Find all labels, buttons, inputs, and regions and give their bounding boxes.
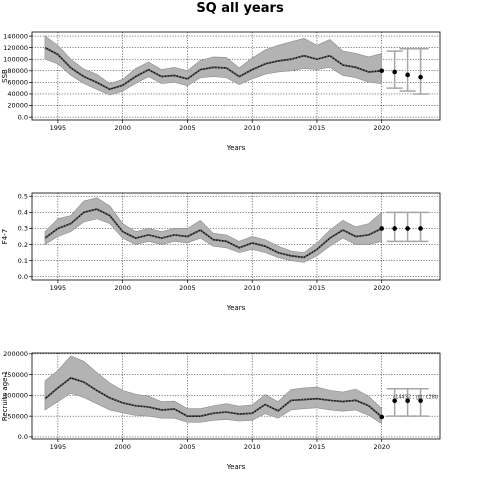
x-tick-label: 1995 xyxy=(50,124,67,132)
x-tick-label: 2000 xyxy=(114,284,131,292)
last-estimate-point xyxy=(379,414,385,420)
y-tick-label: 0.0 xyxy=(18,433,28,441)
x-axis-label: Years xyxy=(226,144,246,152)
forecast-point xyxy=(405,398,410,404)
y-tick-label: 140000 xyxy=(3,32,28,40)
forecast-point xyxy=(418,398,423,404)
forecast-point xyxy=(392,69,397,75)
forecast-point xyxy=(392,398,397,404)
panels: 1995 2000 2005 2010 2015 2020 0.0 20000 40000 600… xyxy=(1,31,441,471)
forecast-point xyxy=(405,226,410,231)
x-tick-label: 2015 xyxy=(309,443,326,451)
x-axis-label: Years xyxy=(226,304,246,312)
y-tick-label: 20000 xyxy=(7,102,28,110)
last-estimate-point xyxy=(379,226,385,231)
x-tick-label: 2020 xyxy=(373,124,390,132)
x-tick-label: 2020 xyxy=(373,284,390,292)
estimate-line xyxy=(44,46,382,91)
panel-2: 1995 2000 2005 2010 2015 2020 0.0 0.1 0.2 0.3 0.4 0… xyxy=(1,192,441,312)
confidence-band xyxy=(44,35,383,96)
figure-title: SQ all years xyxy=(196,1,284,16)
y-tick-label: 60000 xyxy=(7,79,28,87)
forecast-point xyxy=(405,72,410,78)
y-tick-label: 0.2 xyxy=(18,241,28,249)
forecast-point xyxy=(418,226,423,231)
x-tick-label: 2005 xyxy=(179,443,196,451)
y-axis-label: Recruits age 1 xyxy=(1,371,9,421)
y-tick-label: 0.5 xyxy=(18,192,28,200)
estimate-dotted xyxy=(44,377,383,418)
y-tick-label: 0.0 xyxy=(18,273,28,281)
y-tick-label: 0.4 xyxy=(18,209,28,217)
confidence-band xyxy=(44,197,383,263)
x-tick-label: 2000 xyxy=(114,124,131,132)
y-tick-label: 50000 xyxy=(7,412,28,420)
annotation-text: … r14432 ; glt: c28b xyxy=(387,394,439,400)
x-tick-label: 2010 xyxy=(244,284,261,292)
forecast-point xyxy=(418,74,423,80)
forecast-point xyxy=(392,226,397,231)
x-axis-label: Years xyxy=(226,463,246,471)
x-tick-label: 1995 xyxy=(50,284,67,292)
panel-3: 1995 2000 2005 2010 2015 2020 0.0 50000 100000 15… xyxy=(1,350,441,471)
y-tick-label: 200000 xyxy=(3,350,28,358)
y-tick-label: 0.3 xyxy=(18,225,28,233)
x-tick-label: 2005 xyxy=(179,124,196,132)
y-tick-label: 120000 xyxy=(3,44,28,52)
x-tick-label: 2010 xyxy=(244,124,261,132)
plot-frame xyxy=(31,31,441,121)
y-tick-label: 100000 xyxy=(3,392,28,400)
panel-1: 1995 2000 2005 2010 2015 2020 0.0 20000 40000 600… xyxy=(1,31,441,152)
y-tick-label: 80000 xyxy=(7,67,28,75)
plot-frame xyxy=(31,352,441,440)
confidence-band xyxy=(44,355,383,425)
y-tick-label: 100000 xyxy=(3,55,28,63)
x-tick-label: 2020 xyxy=(373,443,390,451)
plot-frame xyxy=(31,192,441,281)
y-tick-label: 150000 xyxy=(3,371,28,379)
estimate-dotted xyxy=(44,208,382,259)
x-tick-label: 2010 xyxy=(244,443,261,451)
y-axis-label: SSB xyxy=(1,69,9,83)
x-tick-label: 2015 xyxy=(309,284,326,292)
x-tick-label: 2005 xyxy=(179,284,196,292)
last-estimate-point xyxy=(379,68,385,74)
y-tick-label: 0.1 xyxy=(18,257,28,265)
x-tick-label: 1995 xyxy=(50,443,67,451)
x-tick-label: 2000 xyxy=(114,443,131,451)
y-tick-label: 0.0 xyxy=(18,113,28,121)
y-tick-label: 40000 xyxy=(7,90,28,98)
x-tick-label: 2015 xyxy=(309,124,326,132)
y-axis-label: F4-7 xyxy=(1,229,9,244)
